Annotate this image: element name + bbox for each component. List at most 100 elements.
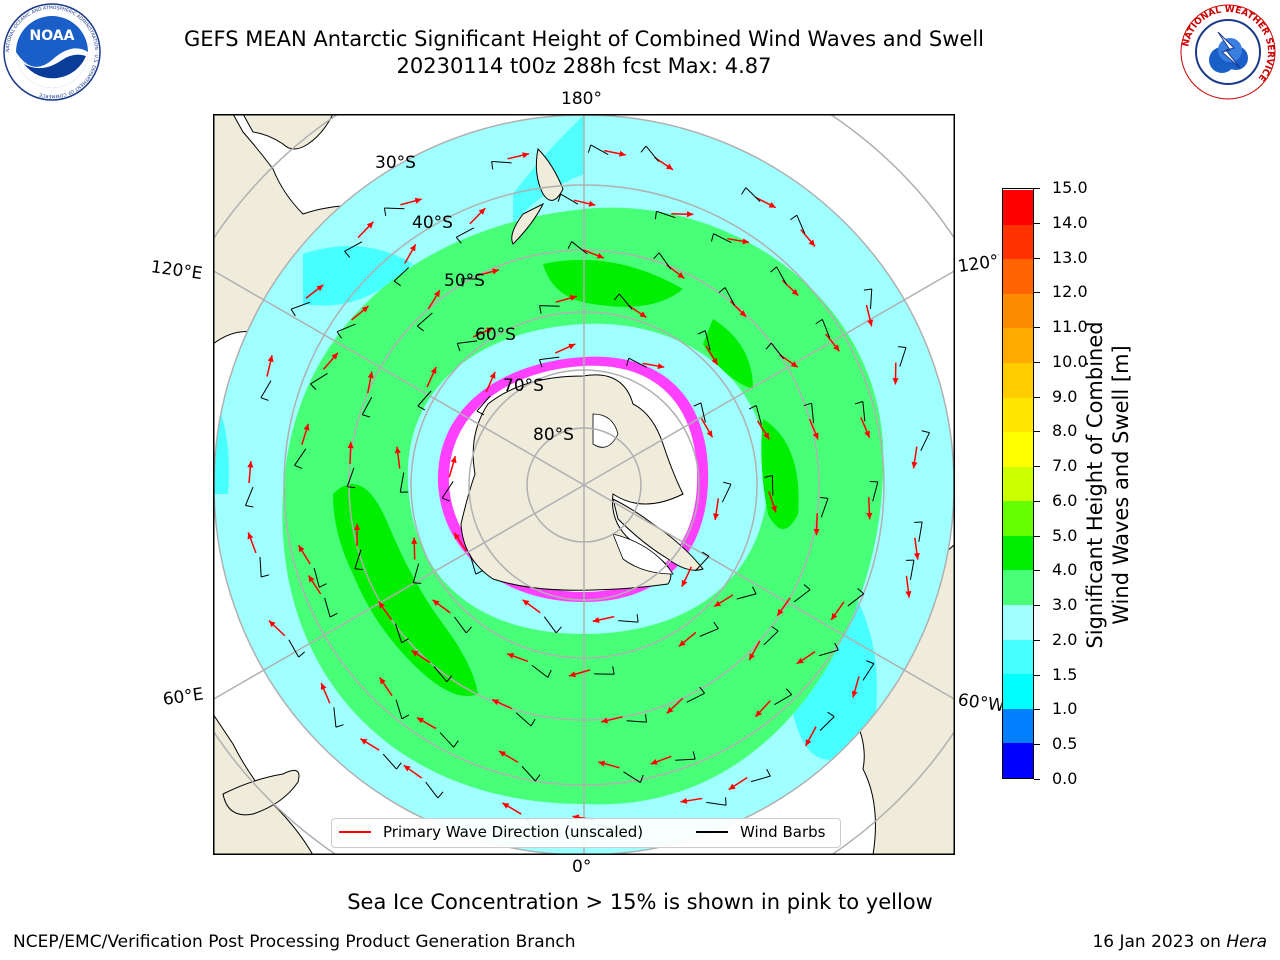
colorbar-segment bbox=[1003, 569, 1033, 606]
lat-label-50s: 50°S bbox=[444, 271, 485, 291]
wind-barb bbox=[515, 712, 536, 727]
colorbar-tick-label: 6.0 bbox=[1052, 490, 1078, 510]
wind-barb bbox=[394, 623, 409, 644]
colorbar-tick-label: 8.0 bbox=[1052, 421, 1078, 441]
colorbar-tick-mark bbox=[1034, 709, 1040, 711]
wave-direction-arrow bbox=[796, 651, 816, 665]
wind-barb bbox=[491, 160, 512, 170]
colorbar-segment bbox=[1003, 535, 1033, 571]
wind-barb bbox=[456, 340, 478, 352]
colorbar-tick-mark bbox=[1034, 396, 1040, 398]
wind-barb bbox=[425, 781, 444, 799]
colorbar-tick-label: 3.0 bbox=[1052, 595, 1078, 615]
colorbar-tick-mark bbox=[1034, 674, 1040, 676]
wave-direction-arrow bbox=[351, 305, 370, 321]
wave-direction-arrow bbox=[866, 497, 873, 520]
colorbar-tick-label: 0.0 bbox=[1052, 769, 1078, 788]
host-name: Hera bbox=[1226, 932, 1267, 952]
wave-direction-arrow bbox=[592, 615, 615, 623]
sea-ice-note: Sea Ice Concentration > 15% is shown in … bbox=[347, 890, 933, 914]
noaa-logo-icon: NOAA NATIONAL OCEANIC AND ATMOSPHERIC AD… bbox=[3, 3, 101, 101]
wave-direction-arrow bbox=[491, 698, 513, 710]
wind-barb bbox=[557, 193, 579, 205]
wind-barb bbox=[855, 401, 866, 422]
colorbar-tick-mark bbox=[1034, 222, 1040, 224]
wave-direction-arrow bbox=[776, 597, 791, 617]
wave-direction-arrow bbox=[680, 797, 703, 804]
date-text: 16 Jan 2023 on Hera bbox=[1092, 932, 1267, 952]
colorbar-tick-mark bbox=[1034, 779, 1040, 780]
wind-barb bbox=[697, 330, 711, 351]
lat-label-40s: 40°S bbox=[412, 213, 453, 233]
map-title-line1: GEFS MEAN Antarctic Significant Height o… bbox=[183, 27, 985, 51]
wave-direction-arrow bbox=[756, 420, 770, 440]
wind-barb bbox=[538, 356, 560, 368]
wave-field-4-5m bbox=[761, 419, 799, 529]
nws-logo-icon: NATIONAL WEATHER SERVICE bbox=[1180, 4, 1276, 100]
wind-barb bbox=[640, 145, 660, 162]
colorbar-label-line1: Significant Height of Combined bbox=[1083, 321, 1107, 649]
wind-barb bbox=[736, 586, 757, 600]
wave-direction-arrow bbox=[498, 750, 519, 763]
colorbar bbox=[1002, 188, 1034, 779]
colorbar-tick-mark bbox=[1034, 361, 1040, 363]
wind-barb bbox=[594, 666, 615, 675]
colorbar-segment bbox=[1003, 639, 1033, 675]
wind-barb bbox=[793, 584, 811, 603]
wave-direction-arrow bbox=[378, 601, 393, 621]
legend-wind-barbs-swatch bbox=[696, 831, 728, 833]
wave-direction-arrow bbox=[366, 371, 374, 394]
wave-direction-arrow bbox=[913, 537, 920, 560]
wave-direction-arrow bbox=[554, 343, 576, 354]
lon-label-0: 0° bbox=[572, 857, 592, 877]
wave-direction-arrow bbox=[830, 601, 845, 621]
wind-barb bbox=[539, 305, 560, 314]
wind-barb bbox=[920, 430, 930, 451]
lon-label-60w: 60°W bbox=[956, 690, 1003, 717]
wave-direction-arrow bbox=[347, 441, 354, 464]
colorbar-tick-label: 5.0 bbox=[1052, 525, 1078, 545]
wave-direction-arrow bbox=[642, 362, 665, 370]
colorbar-label: Significant Height of Combined Wind Wave… bbox=[1082, 321, 1134, 648]
wind-barb bbox=[741, 187, 761, 202]
wave-direction-arrow bbox=[601, 716, 623, 724]
colorbar-tick-mark bbox=[1034, 500, 1040, 502]
wave-direction-arrow bbox=[598, 760, 620, 769]
colorbar-tick-mark bbox=[1034, 605, 1040, 607]
ice-shelf bbox=[592, 413, 619, 448]
wind-barb bbox=[686, 686, 706, 703]
wind-barb bbox=[567, 241, 588, 255]
wind-barb bbox=[626, 714, 648, 723]
wind-barb bbox=[461, 278, 482, 287]
wave-direction-arrow bbox=[522, 599, 541, 614]
wave-direction-arrow bbox=[800, 229, 816, 247]
wind-barb bbox=[476, 395, 491, 416]
wind-barb bbox=[820, 496, 829, 518]
wave-direction-arrow bbox=[728, 776, 748, 791]
wave-direction-arrow bbox=[671, 211, 694, 218]
wave-direction-arrow bbox=[426, 366, 437, 388]
colorbar-segment bbox=[1003, 500, 1033, 536]
wave-direction-arrow bbox=[506, 653, 529, 662]
wave-direction-arrow bbox=[768, 491, 777, 513]
colorbar-segment bbox=[1003, 362, 1033, 398]
wind-barb bbox=[324, 597, 338, 618]
wave-direction-arrow bbox=[755, 196, 777, 209]
wind-barb bbox=[706, 797, 727, 806]
wave-direction-arrow bbox=[568, 669, 591, 678]
wave-direction-arrow bbox=[307, 575, 322, 595]
wave-direction-arrow bbox=[432, 599, 451, 614]
wave-direction-arrow bbox=[404, 243, 417, 264]
wave-direction-arrow bbox=[654, 156, 674, 171]
wave-direction-arrow bbox=[247, 461, 254, 484]
wave-direction-arrow bbox=[892, 362, 899, 385]
wave-direction-arrow bbox=[411, 649, 431, 664]
wind-barb bbox=[455, 227, 475, 244]
wind-barb bbox=[433, 666, 453, 683]
wave-direction-arrow bbox=[320, 682, 331, 704]
wave-direction-arrow bbox=[678, 631, 697, 648]
wind-barb bbox=[764, 475, 774, 496]
colorbar-tick-mark bbox=[1034, 292, 1040, 294]
wind-barb bbox=[623, 771, 644, 783]
wave-direction-arrow bbox=[825, 333, 841, 352]
